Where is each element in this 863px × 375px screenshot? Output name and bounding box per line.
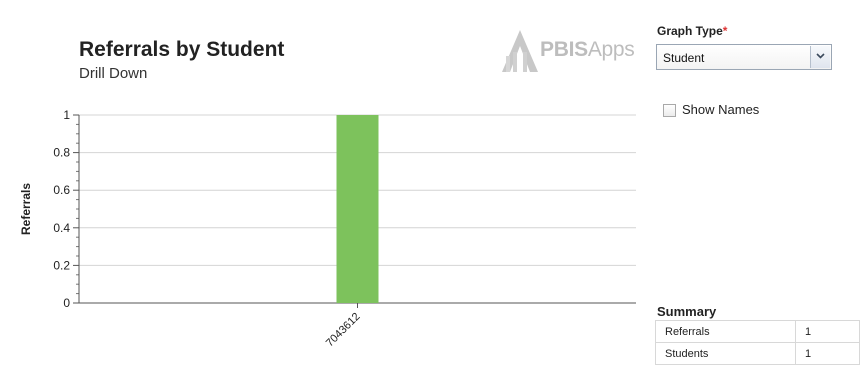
logo-text-bold: PBIS [540, 38, 588, 61]
chart-subtitle: Drill Down [79, 65, 148, 82]
x-tick-label: 7043612 [324, 311, 363, 350]
y-tick-label: 0.8 [53, 146, 70, 160]
graph-type-label: Graph Type* [657, 24, 727, 38]
y-tick-label: 0.6 [53, 183, 70, 197]
logo-text-light: Apps [587, 38, 635, 61]
summary-title: Summary [657, 304, 717, 319]
required-marker: * [722, 24, 728, 38]
summary-value: 1 [795, 320, 860, 343]
show-names-checkbox[interactable] [663, 104, 676, 117]
summary-row-referrals: Referrals 1 [655, 320, 860, 343]
graph-type-select[interactable]: Student [656, 44, 832, 70]
bar [336, 115, 379, 303]
summary-label: Referrals [655, 320, 796, 343]
y-axis-title: Referrals [19, 183, 33, 235]
show-names-label: Show Names [682, 102, 760, 117]
summary-value: 1 [795, 342, 860, 365]
graph-type-selected-value: Student [663, 51, 705, 65]
y-tick-label: 0.4 [53, 221, 70, 235]
graph-type-label-text: Graph Type [657, 24, 723, 38]
summary-label: Students [655, 342, 796, 365]
pbisapps-logo-mark [502, 30, 538, 72]
y-tick-label: 1 [63, 108, 70, 122]
y-tick-label: 0.2 [53, 258, 70, 272]
chevron-down-icon [816, 53, 825, 59]
logo-text: PBISApps [540, 38, 635, 62]
graph-type-dropdown-button[interactable] [810, 46, 830, 68]
referrals-bar-chart: 0 0.2 0.4 0.6 0.8 1 7043612 Referrals [19, 108, 636, 350]
chart-title: Referrals by Student [79, 38, 285, 61]
summary-row-students: Students 1 [655, 342, 860, 365]
summary-table: Referrals 1 Students 1 [655, 320, 860, 365]
y-tick-label: 0 [63, 296, 70, 310]
pbisapps-logo: PBISApps [500, 28, 645, 76]
